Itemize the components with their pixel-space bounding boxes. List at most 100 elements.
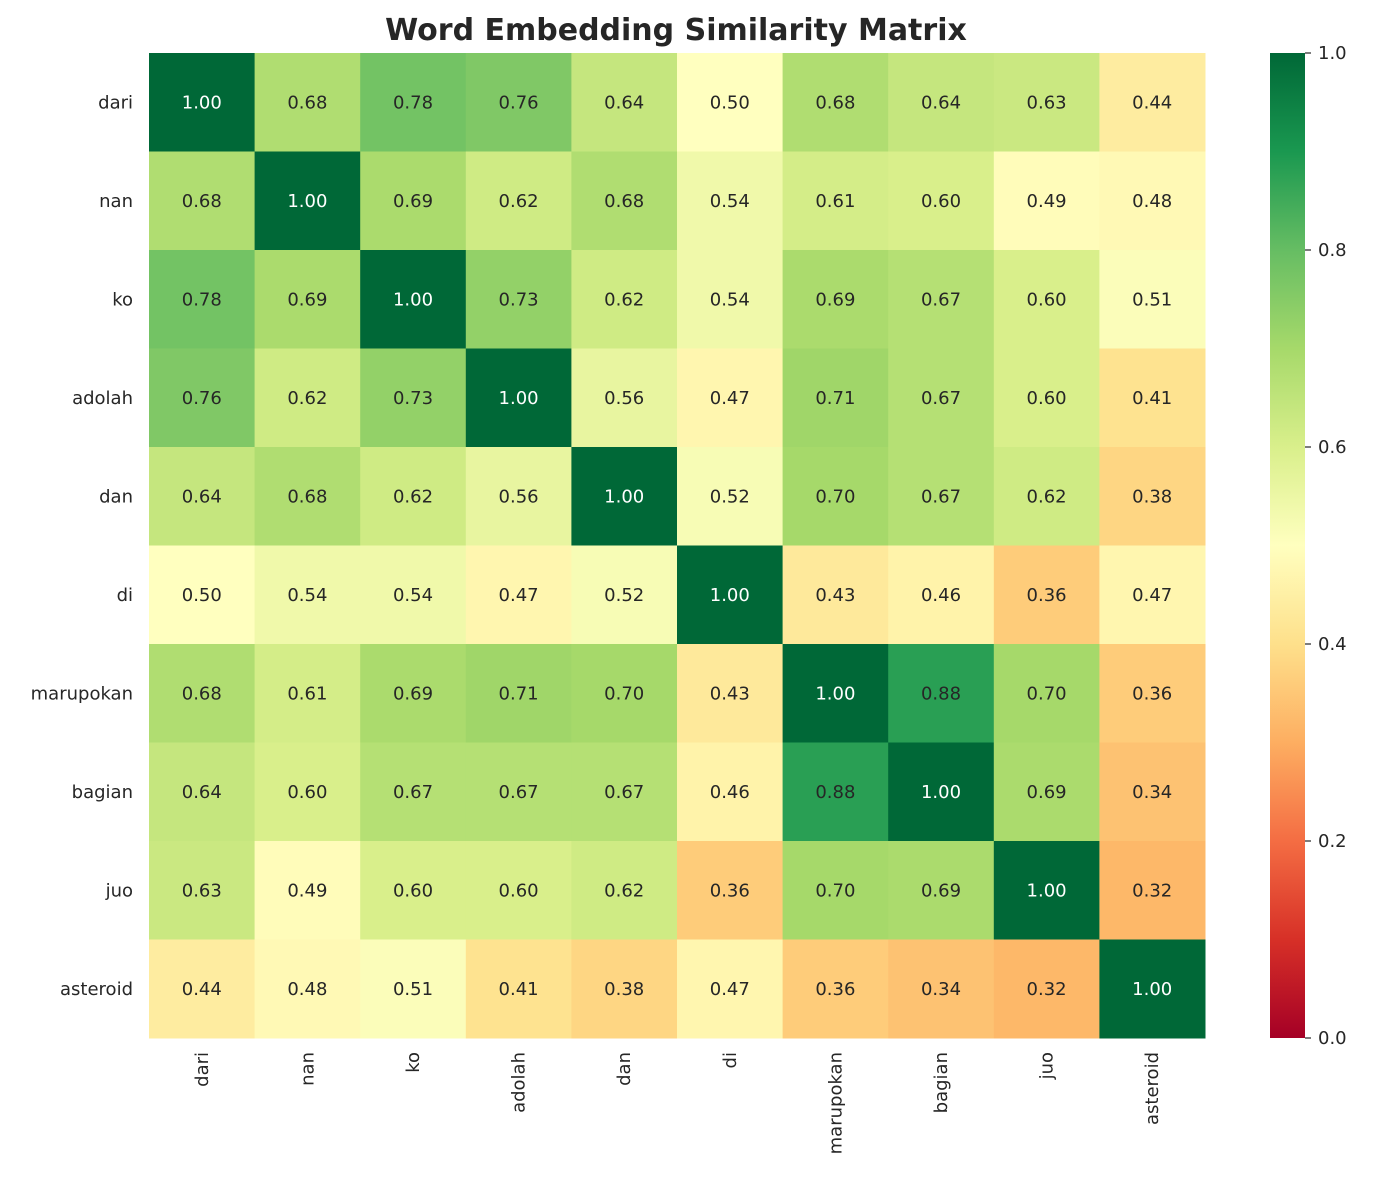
cell-value-label: 0.49: [287, 880, 327, 901]
heatmap-cell: [149, 151, 256, 251]
heatmap-cell: [1099, 151, 1206, 251]
heatmap-cell: [993, 939, 1100, 1039]
cell-value-label: 0.38: [1132, 486, 1172, 507]
cell-value-label: 1.00: [604, 486, 644, 507]
cell-value-label: 0.68: [182, 683, 222, 704]
cell-value-label: 1.00: [921, 782, 961, 803]
cell-value-label: 0.43: [815, 585, 855, 606]
heatmap-cell: [149, 644, 256, 743]
x-tick-label: nan: [297, 1052, 318, 1086]
cell-value-label: 0.41: [1132, 388, 1172, 409]
cell-value-label: 0.54: [393, 585, 433, 606]
heatmap-cell: [1099, 644, 1206, 743]
x-tick-label: marupokan: [825, 1052, 846, 1154]
cell-value-label: 0.51: [1132, 289, 1172, 310]
cell-value-label: 1.00: [393, 289, 433, 310]
cell-value-label: 0.47: [499, 585, 539, 606]
cell-value-label: 0.71: [499, 683, 539, 704]
cell-value-label: 0.32: [1132, 880, 1172, 901]
cell-value-label: 1.00: [1132, 979, 1172, 1000]
heatmap-cell: [993, 53, 1100, 152]
x-tick-label: asteroid: [1142, 1052, 1163, 1125]
heatmap-cells: 1.00 0.68 0.78 0.76 0.64 0.50 0.68 0.64 0.63 0.44…: [149, 53, 1206, 1039]
heatmap-cell: [571, 545, 678, 645]
cell-value-label: 0.68: [182, 191, 222, 212]
cell-value-label: 0.68: [604, 191, 644, 212]
cell-value-label: 0.34: [1132, 782, 1172, 803]
cell-value-label: 0.47: [1132, 585, 1172, 606]
heatmap-cell: [888, 644, 995, 743]
heatmap-cell: [993, 250, 1100, 349]
heatmap-cell: [993, 742, 1100, 842]
cell-value-label: 1.00: [182, 92, 222, 113]
cell-value-label: 0.62: [1027, 486, 1067, 507]
heatmap-cell: [782, 250, 889, 349]
cell-value-label: 0.54: [710, 289, 750, 310]
heatmap-cell: [149, 250, 256, 349]
cell-value-label: 0.48: [287, 979, 327, 1000]
heatmap-cell: [888, 841, 995, 940]
heatmap-cell: [993, 447, 1100, 546]
cell-value-label: 0.49: [1027, 191, 1067, 212]
cell-value-label: 0.36: [815, 979, 855, 1000]
cell-value-label: 0.61: [287, 683, 327, 704]
heatmap-cell: [360, 841, 467, 940]
heatmap-cell: [993, 151, 1100, 251]
y-tick-label: nan: [99, 191, 133, 212]
cell-value-label: 0.38: [604, 979, 644, 1000]
heatmap-cell: [254, 348, 361, 448]
cell-value-label: 1.00: [1027, 880, 1067, 901]
heatmap-cell: [149, 348, 256, 448]
x-tick-label: ko: [403, 1052, 424, 1073]
cell-value-label: 0.54: [287, 585, 327, 606]
y-tick-label: marupokan: [31, 683, 133, 704]
heatmap-cell: [782, 53, 889, 152]
cell-value-label: 0.88: [815, 782, 855, 803]
heatmap-cell: [677, 53, 784, 152]
heatmap-cell: [1099, 742, 1206, 842]
cell-value-label: 0.60: [921, 191, 961, 212]
heatmap-cell: [465, 348, 572, 448]
heatmap-cell: [677, 545, 784, 645]
heatmap-cell: [465, 250, 572, 349]
heatmap-cell: [888, 742, 995, 842]
heatmap-cell: [782, 939, 889, 1039]
cell-value-label: 0.52: [710, 486, 750, 507]
chart-title: Word Embedding Similarity Matrix: [385, 13, 967, 48]
heatmap-cell: [993, 841, 1100, 940]
cell-value-label: 0.67: [921, 388, 961, 409]
heatmap-cell: [571, 939, 678, 1039]
cell-value-label: 1.00: [815, 683, 855, 704]
heatmap-cell: [254, 841, 361, 940]
cell-value-label: 0.44: [182, 979, 222, 1000]
heatmap-cell: [360, 644, 467, 743]
heatmap-cell: [677, 151, 784, 251]
cell-value-label: 0.46: [710, 782, 750, 803]
cell-value-label: 0.70: [815, 486, 855, 507]
colorbar-tick-label: 0.8: [1318, 240, 1347, 261]
colorbar: [1270, 53, 1305, 1038]
cell-value-label: 0.71: [815, 388, 855, 409]
cell-value-label: 0.60: [1027, 388, 1067, 409]
colorbar-tick-label: 0.6: [1318, 437, 1347, 458]
heatmap-cell: [888, 447, 995, 546]
heatmap-cell: [1099, 53, 1206, 152]
cell-value-label: 0.69: [1027, 782, 1067, 803]
x-tick-label: adolah: [509, 1052, 530, 1113]
colorbar-ticks: 0.0 0.2 0.4 0.6 0.8 1.0: [1305, 43, 1347, 1049]
heatmap-cell: [1099, 447, 1206, 546]
x-tick-label: bagian: [931, 1052, 952, 1113]
heatmap-cell: [465, 151, 572, 251]
heatmap-cell: [465, 841, 572, 940]
colorbar-tick-label: 0.2: [1318, 831, 1347, 852]
heatmap-cell: [888, 348, 995, 448]
cell-value-label: 1.00: [710, 585, 750, 606]
heatmap-cell: [254, 151, 361, 251]
heatmap-cell: [888, 250, 995, 349]
heatmap-cell: [465, 644, 572, 743]
heatmap-cell: [360, 447, 467, 546]
heatmap-cell: [571, 644, 678, 743]
cell-value-label: 0.69: [921, 880, 961, 901]
cell-value-label: 0.64: [182, 486, 222, 507]
cell-value-label: 0.62: [499, 191, 539, 212]
